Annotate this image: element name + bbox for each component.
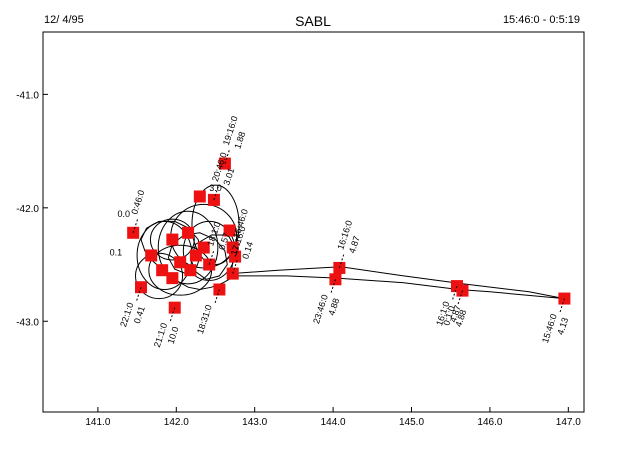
x-tick-label-1: 142.0: [164, 417, 189, 428]
marker-16: [166, 233, 179, 246]
partial-label-0: 0.0: [117, 209, 130, 219]
partial-label-1: 0.1: [110, 247, 123, 257]
marker-9: [193, 190, 206, 203]
x-tick-label-5: 146.0: [477, 417, 502, 428]
x-tick-label-3: 144.0: [321, 417, 346, 428]
time-range-label: 15:46:0 - 0:5:19: [502, 14, 580, 26]
track-loop-1: [157, 210, 219, 285]
marker-15: [182, 226, 195, 239]
point-time-label-18: 0:46:0: [129, 189, 146, 216]
x-tick-label-4: 145.0: [399, 417, 424, 428]
position-markers: [127, 157, 571, 314]
marker-17: [145, 249, 158, 262]
marker-7: [218, 157, 231, 170]
chart-title: SABL: [295, 13, 331, 29]
point-time-label-19: 22:1:0: [118, 301, 135, 328]
date-label: 12/ 4/95: [44, 14, 84, 26]
plot-frame: [42, 31, 585, 413]
marker-12: [213, 283, 226, 296]
marker-20: [166, 272, 179, 285]
track-loop-5: [149, 218, 195, 261]
track-loop-3: [191, 184, 240, 266]
y-tick-label-1: -42.0: [16, 204, 39, 215]
y-tick-label-2: -43.0: [16, 317, 39, 328]
marker-24: [189, 249, 202, 262]
marker-18: [127, 226, 140, 239]
marker-21: [174, 256, 187, 269]
marker-25: [156, 264, 169, 277]
x-tick-label-6: 147.0: [556, 417, 581, 428]
x-tick-label-0: 141.0: [85, 417, 110, 428]
marker-22: [184, 264, 197, 277]
track-loop-7: [135, 252, 184, 300]
y-tick-label-0: -41.0: [16, 90, 39, 101]
point-time-label-12: 18:31:0: [195, 304, 214, 336]
point-time-label-23: 21:1:0: [152, 322, 169, 349]
point-labels: 15:46:04.1316:1:04.870:1:04.8816:16:04.8…: [110, 115, 571, 349]
partial-label-2: 3.0: [209, 183, 222, 193]
point-label-group-4: 23:46:04.88: [311, 279, 341, 325]
marker-10: [223, 224, 236, 237]
point-label-group-0: 15:46:04.13: [540, 298, 570, 344]
marker-11: [226, 241, 239, 254]
axis-ticks: 141.0 142.0 143.0 144.0 145.0 146.0 147.0 -41.0…: [16, 90, 581, 428]
x-tick-label-2: 143.0: [242, 417, 267, 428]
marker-5: [226, 267, 239, 280]
